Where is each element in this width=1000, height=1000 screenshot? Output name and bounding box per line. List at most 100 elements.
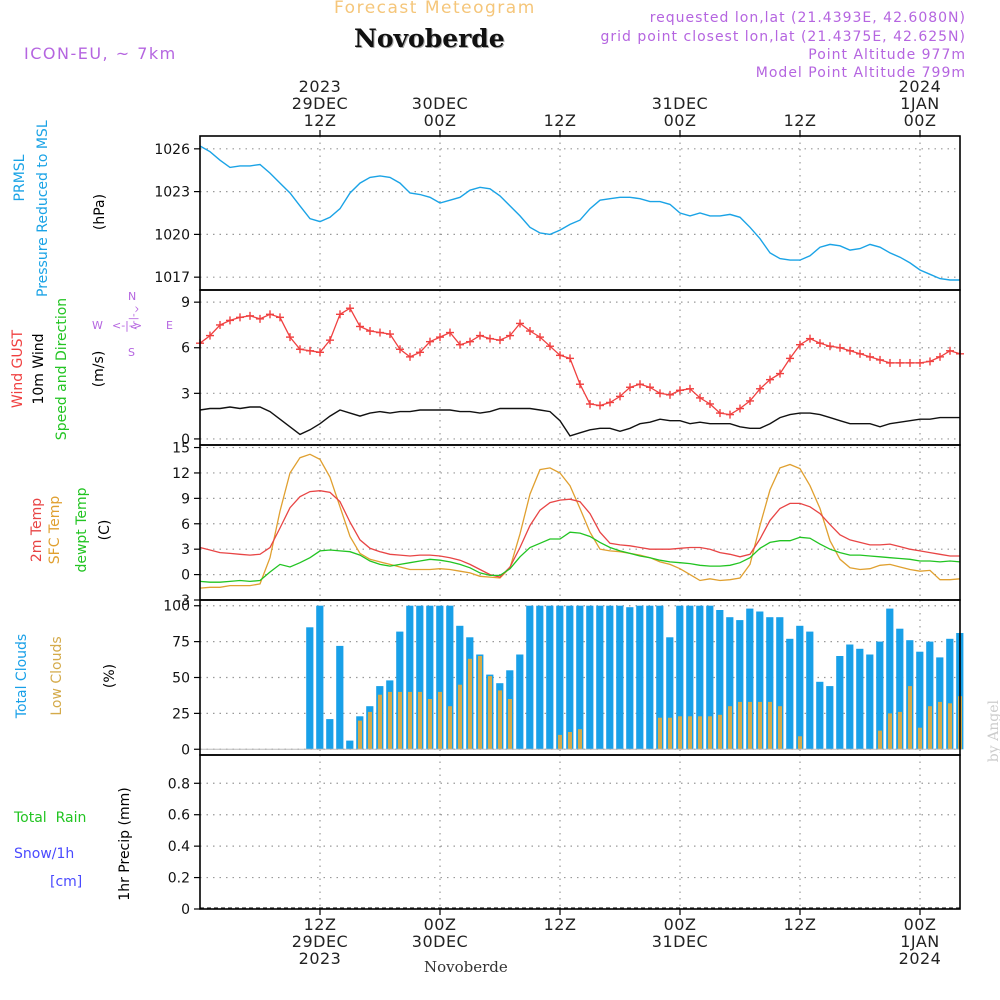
y-tick-label: 3 — [181, 542, 190, 558]
total-cloud-bar — [576, 605, 584, 750]
total-cloud-bar — [606, 605, 614, 750]
low-cloud-bar — [798, 736, 802, 750]
low-cloud-bar — [758, 701, 762, 750]
total-cloud-bar — [656, 605, 664, 750]
total-cloud-bar — [326, 719, 334, 750]
total-cloud-bar — [426, 605, 434, 750]
chart-title: Forecast Meteogram — [334, 0, 536, 18]
time-label-bottom: 00Z — [904, 915, 937, 934]
total-cloud-bar — [856, 648, 864, 750]
total-cloud-bar — [516, 654, 524, 750]
total-cloud-bar — [526, 605, 534, 750]
time-label-top: 29DEC — [292, 94, 348, 113]
low-cloud-bar — [368, 711, 372, 750]
total-cloud-bar — [586, 605, 594, 750]
time-label-bottom: 2024 — [899, 949, 942, 968]
low-cloud-bar — [748, 701, 752, 750]
total-cloud-bar — [876, 641, 884, 750]
total-cloud-bar — [566, 605, 574, 750]
total-cloud-bar — [916, 651, 924, 750]
low-cloud-bar — [558, 734, 562, 750]
low-cloud-bar — [458, 684, 462, 750]
low-cloud-bar — [938, 701, 942, 750]
low-cloud-bar — [778, 706, 782, 750]
time-label-bottom: 00Z — [424, 915, 457, 934]
total-cloud-bar — [886, 608, 894, 750]
low-cloud-bar — [448, 706, 452, 750]
low-cloud-bar — [678, 716, 682, 750]
time-label-bottom: 12Z — [784, 915, 817, 934]
total-cloud-bar — [306, 627, 314, 750]
time-label-bottom: 2023 — [299, 949, 342, 968]
total-cloud-bar — [776, 617, 784, 750]
total-cloud-bar — [736, 620, 744, 750]
y-tick-label: -3 — [176, 593, 190, 609]
compass-west: W — [92, 319, 103, 332]
total-cloud-bar — [336, 645, 344, 750]
low-cloud-bar — [428, 699, 432, 750]
low-cloud-bar — [928, 706, 932, 750]
low-cloud-bar — [948, 703, 952, 750]
low-cloud-bar — [478, 656, 482, 750]
total-cloud-bar — [716, 610, 724, 750]
rain-label: Total Rain — [14, 810, 87, 826]
wind-line — [199, 406, 960, 437]
time-label-top: 2023 — [299, 77, 342, 96]
low-cloud-bar — [878, 730, 882, 750]
total-cloud-bar — [316, 605, 324, 750]
panel-frame — [199, 754, 961, 910]
y-tick-label: 1023 — [154, 185, 190, 201]
time-label-top: 12Z — [544, 111, 577, 130]
total-cloud-bar — [646, 605, 654, 750]
time-label-top: 00Z — [664, 111, 697, 130]
total-cloud-bar — [726, 617, 734, 750]
time-label-top: 00Z — [424, 111, 457, 130]
low-cloud-bar — [698, 716, 702, 750]
y-tick-label: 1026 — [154, 142, 190, 158]
y-tick-label: 0 — [181, 742, 190, 758]
y-tick-label: 0.2 — [168, 871, 190, 887]
low-cloud-bar — [568, 732, 572, 750]
low-cloud-bar — [508, 699, 512, 750]
y-tick-label: 9 — [181, 295, 190, 311]
total-cloud-bar — [696, 605, 704, 750]
time-label-bottom: 29DEC — [292, 932, 348, 951]
total-cloud-bar — [556, 605, 564, 750]
low-cloud-bar — [738, 701, 742, 750]
total-cloud-bar — [626, 607, 634, 750]
total-cloud-bar — [806, 631, 814, 750]
y-tick-label: 6 — [181, 517, 190, 533]
low-cloud-bar — [438, 691, 442, 750]
low-cloud-bar — [728, 706, 732, 750]
low-cloud-bar — [468, 658, 472, 750]
panel-frame — [199, 444, 961, 601]
y-tick-label: 12 — [172, 466, 190, 482]
panel-frame — [199, 289, 961, 446]
total-cloud-bar — [896, 628, 904, 750]
time-label-bottom: 1JAN — [900, 932, 940, 951]
low-cloud-bar — [398, 691, 402, 750]
requested-coords: requested lon,lat (21.4393E, 42.6080N) — [649, 10, 966, 26]
total-cloud-bar — [746, 608, 754, 750]
y-tick-label: 0.8 — [168, 776, 190, 792]
y-tick-label: 1017 — [154, 270, 190, 286]
point-altitude: Point Altitude 977m — [808, 47, 966, 63]
compass-east: E — [166, 319, 173, 332]
time-label-top: 31DEC — [652, 94, 708, 113]
dewpt-line — [199, 531, 961, 583]
compass-we-arrows: <-|-> — [112, 319, 143, 332]
snow-unit: [cm] — [50, 874, 83, 890]
total-cloud-bar — [446, 605, 454, 750]
total-cloud-bar — [836, 656, 844, 750]
total-cloud-bar — [546, 605, 554, 750]
total-cloud-bar — [436, 605, 444, 750]
y-tick-label: 6 — [181, 341, 190, 357]
time-label-bottom: 31DEC — [652, 932, 708, 951]
time-label-top: 12Z — [304, 111, 337, 130]
total-cloud-bar — [946, 638, 954, 750]
y-tick-label: 100 — [163, 599, 190, 615]
snow-label: Snow/1h — [14, 846, 75, 862]
total-cloud-bar — [796, 625, 804, 750]
low-cloud-bar — [418, 691, 422, 750]
